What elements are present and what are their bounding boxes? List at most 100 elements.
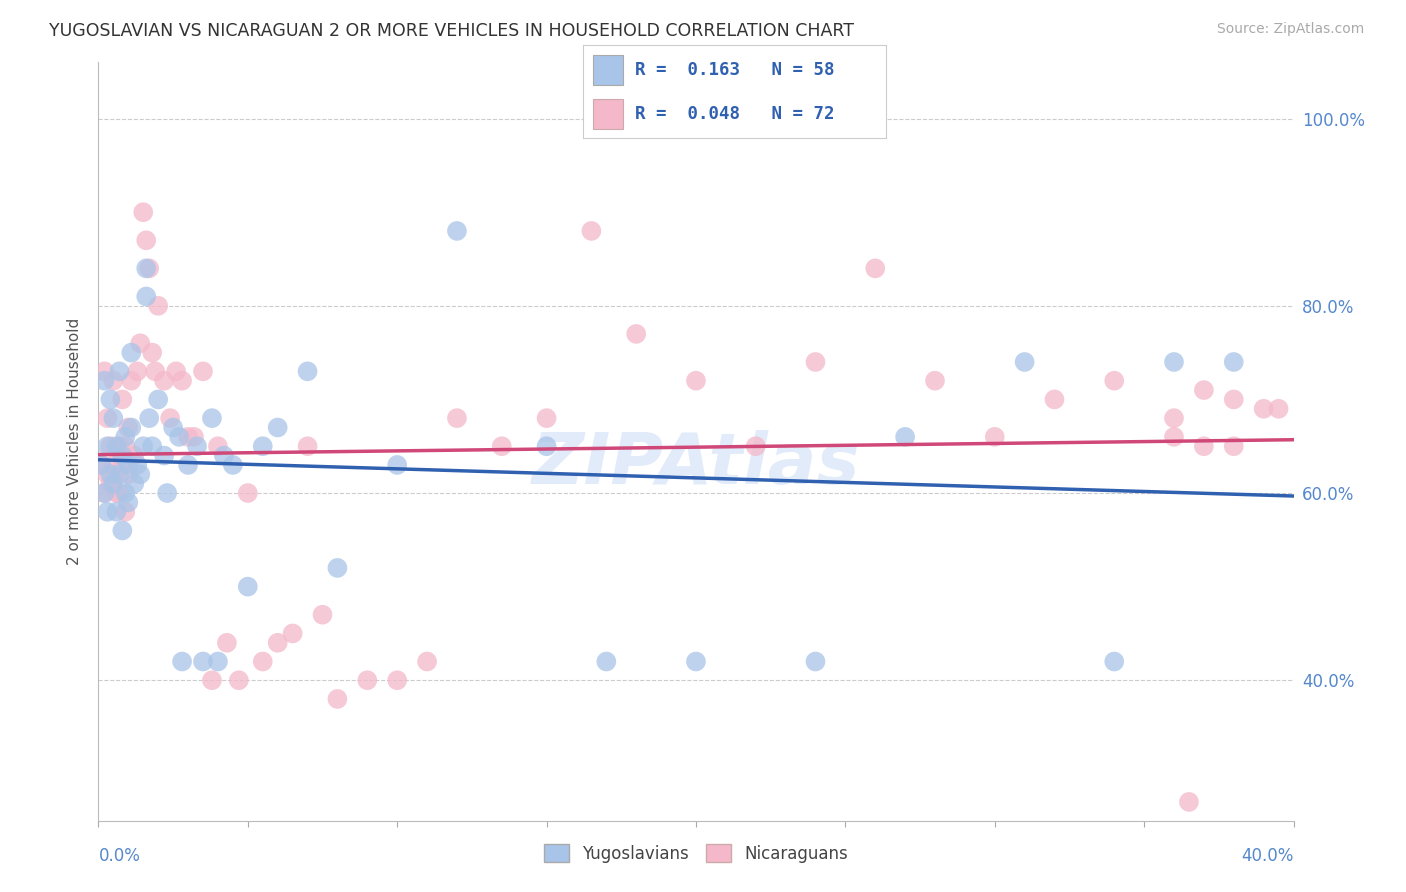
Point: [215, 636, 238, 650]
Point: [96, 467, 118, 482]
Point: [207, 439, 229, 453]
Point: [96, 439, 118, 453]
Point: [105, 439, 128, 453]
Legend: Yugoslavians, Nicaraguans: Yugoslavians, Nicaraguans: [537, 838, 855, 869]
Point: [1192, 439, 1215, 453]
Point: [1223, 439, 1246, 453]
Point: [98, 476, 122, 491]
Point: [93, 486, 115, 500]
Point: [98, 392, 122, 407]
Point: [132, 439, 155, 453]
Point: [186, 439, 208, 453]
Point: [311, 607, 333, 622]
Point: [1223, 355, 1246, 369]
Point: [281, 626, 304, 640]
Point: [114, 430, 136, 444]
Point: [1104, 655, 1126, 669]
Point: [135, 233, 157, 247]
Point: [165, 364, 187, 378]
Point: [148, 392, 170, 407]
Text: YUGOSLAVIAN VS NICARAGUAN 2 OR MORE VEHICLES IN HOUSEHOLD CORRELATION CHART: YUGOSLAVIAN VS NICARAGUAN 2 OR MORE VEHI…: [49, 22, 855, 40]
Point: [894, 430, 917, 444]
Point: [98, 467, 122, 482]
Point: [745, 439, 768, 453]
Point: [252, 439, 274, 453]
Point: [90, 458, 112, 472]
Point: [108, 467, 131, 482]
Bar: [592, 55, 623, 85]
Point: [685, 655, 707, 669]
Point: [148, 299, 170, 313]
Point: [108, 486, 131, 500]
Point: [212, 449, 235, 463]
Point: [90, 458, 112, 472]
Point: [804, 655, 827, 669]
Point: [252, 655, 274, 669]
Point: [326, 561, 349, 575]
Point: [111, 458, 134, 472]
Point: [108, 439, 131, 453]
Point: [236, 580, 259, 594]
Point: [103, 476, 125, 491]
Point: [103, 374, 125, 388]
Point: [207, 655, 229, 669]
Point: [1043, 392, 1066, 407]
Point: [1192, 383, 1215, 397]
Point: [120, 374, 142, 388]
Point: [385, 458, 409, 472]
Point: [135, 289, 157, 303]
Point: [626, 326, 648, 341]
Point: [356, 673, 378, 688]
Point: [127, 458, 149, 472]
Point: [103, 411, 125, 425]
Point: [924, 374, 946, 388]
Point: [96, 411, 118, 425]
Point: [159, 411, 181, 425]
Point: [172, 655, 194, 669]
Point: [105, 486, 128, 500]
Point: [114, 505, 136, 519]
Point: [201, 673, 224, 688]
Y-axis label: 2 or more Vehicles in Household: 2 or more Vehicles in Household: [67, 318, 83, 566]
Point: [1104, 374, 1126, 388]
Text: 40.0%: 40.0%: [1241, 847, 1294, 865]
Point: [1163, 411, 1185, 425]
Point: [167, 430, 190, 444]
Point: [183, 430, 205, 444]
Bar: [592, 99, 623, 129]
Point: [984, 430, 1007, 444]
Point: [191, 364, 214, 378]
Point: [536, 411, 558, 425]
Point: [114, 439, 136, 453]
Point: [201, 411, 224, 425]
Point: [1014, 355, 1036, 369]
Point: [132, 205, 155, 219]
Point: [162, 420, 184, 434]
Point: [581, 224, 603, 238]
Point: [297, 364, 319, 378]
Point: [138, 411, 160, 425]
Point: [129, 467, 152, 482]
Point: [446, 411, 468, 425]
Point: [156, 486, 179, 500]
Text: R =  0.048   N = 72: R = 0.048 N = 72: [636, 105, 834, 123]
Point: [127, 364, 149, 378]
Point: [111, 524, 134, 538]
Point: [228, 673, 250, 688]
Point: [267, 420, 290, 434]
Point: [1163, 355, 1185, 369]
Point: [865, 261, 887, 276]
Point: [143, 364, 166, 378]
Point: [177, 430, 200, 444]
Text: Source: ZipAtlas.com: Source: ZipAtlas.com: [1216, 22, 1364, 37]
Point: [297, 439, 319, 453]
Point: [120, 420, 142, 434]
Point: [105, 505, 128, 519]
Point: [103, 458, 125, 472]
Point: [595, 655, 617, 669]
Point: [117, 420, 139, 434]
Point: [114, 486, 136, 500]
Point: [117, 458, 139, 472]
Point: [93, 374, 115, 388]
Point: [1223, 392, 1246, 407]
